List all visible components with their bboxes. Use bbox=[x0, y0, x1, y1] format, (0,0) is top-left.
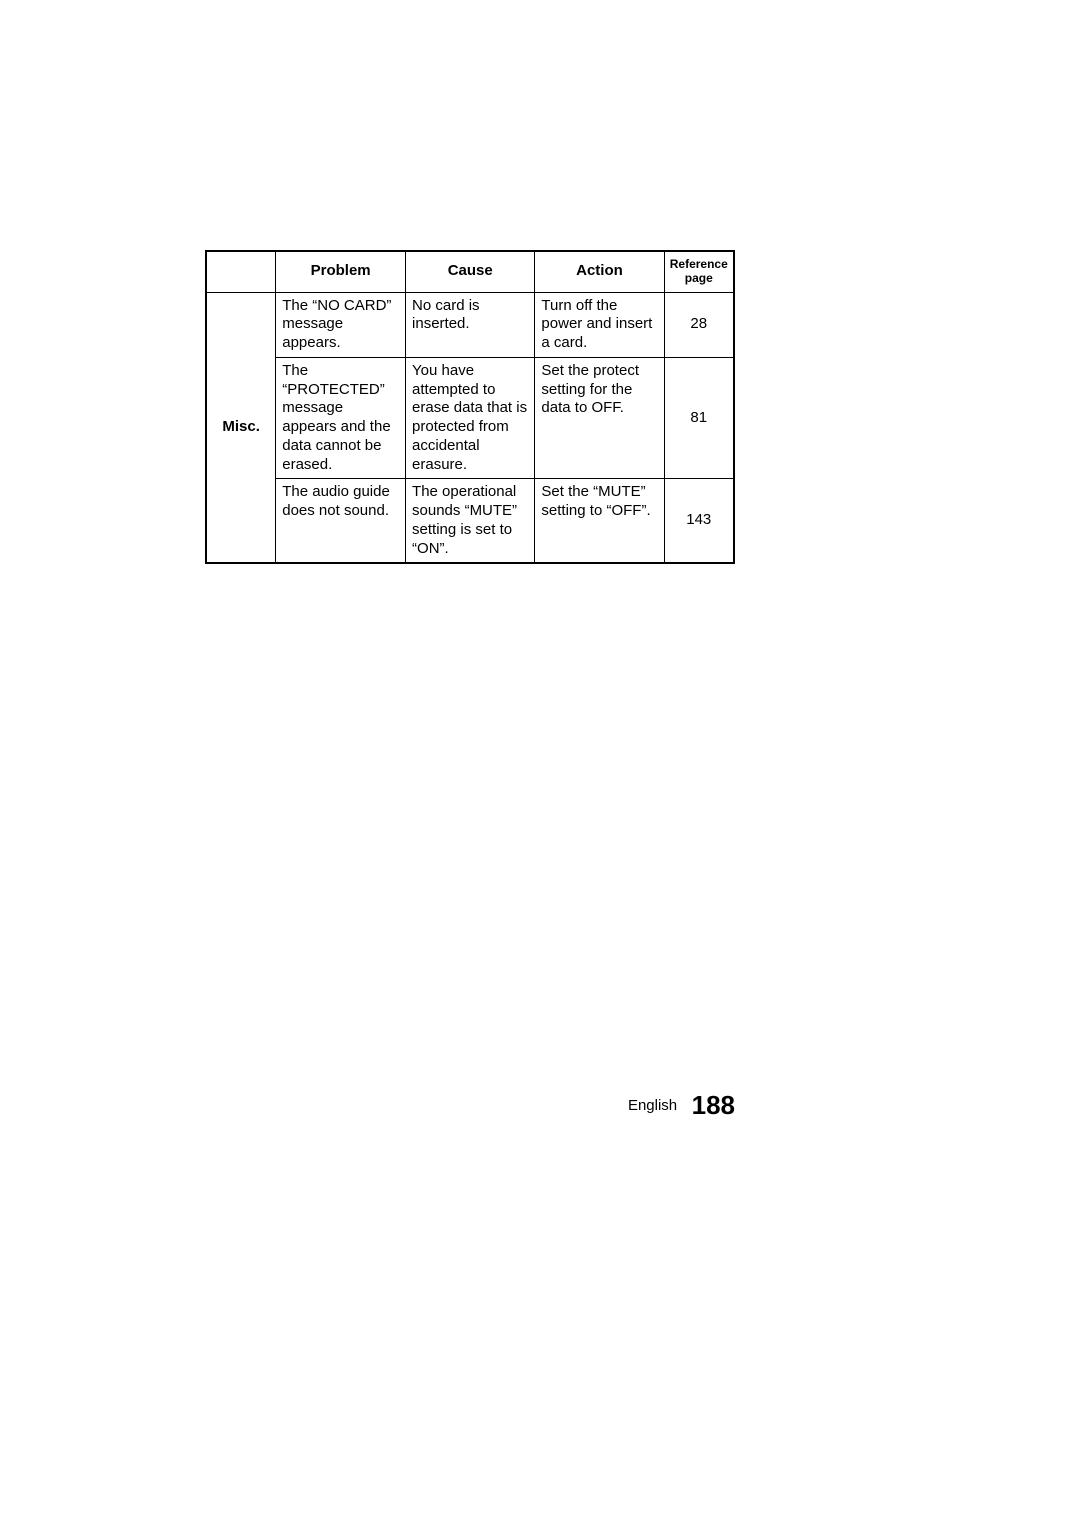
table-row: The audio guide does not sound. The oper… bbox=[206, 479, 734, 564]
problem-cell: The “NO CARD” message appears. bbox=[276, 292, 406, 357]
cause-cell: The operational sounds “MUTE” setting is… bbox=[406, 479, 535, 564]
header-reference: Reference page bbox=[664, 251, 734, 292]
page-content: Problem Cause Action Reference page Misc… bbox=[205, 250, 735, 564]
cause-cell: No card is inserted. bbox=[406, 292, 535, 357]
reference-cell: 81 bbox=[664, 357, 734, 479]
table-header-row: Problem Cause Action Reference page bbox=[206, 251, 734, 292]
category-cell: Misc. bbox=[206, 292, 276, 563]
problem-cell: The “PROTECTED” message appears and the … bbox=[276, 357, 406, 479]
action-cell: Set the “MUTE” setting to “OFF”. bbox=[535, 479, 664, 564]
cause-cell: You have attempted to erase data that is… bbox=[406, 357, 535, 479]
reference-cell: 28 bbox=[664, 292, 734, 357]
header-action: Action bbox=[535, 251, 664, 292]
table-row: Misc. The “NO CARD” message appears. No … bbox=[206, 292, 734, 357]
footer-page-number: 188 bbox=[692, 1090, 735, 1120]
page-footer: English 188 bbox=[205, 1090, 735, 1121]
action-cell: Turn off the power and insert a card. bbox=[535, 292, 664, 357]
header-category bbox=[206, 251, 276, 292]
header-cause: Cause bbox=[406, 251, 535, 292]
footer-language: English bbox=[628, 1097, 677, 1114]
reference-cell: 143 bbox=[664, 479, 734, 564]
troubleshooting-table: Problem Cause Action Reference page Misc… bbox=[205, 250, 735, 564]
problem-cell: The audio guide does not sound. bbox=[276, 479, 406, 564]
action-cell: Set the protect setting for the data to … bbox=[535, 357, 664, 479]
table-row: The “PROTECTED” message appears and the … bbox=[206, 357, 734, 479]
header-problem: Problem bbox=[276, 251, 406, 292]
